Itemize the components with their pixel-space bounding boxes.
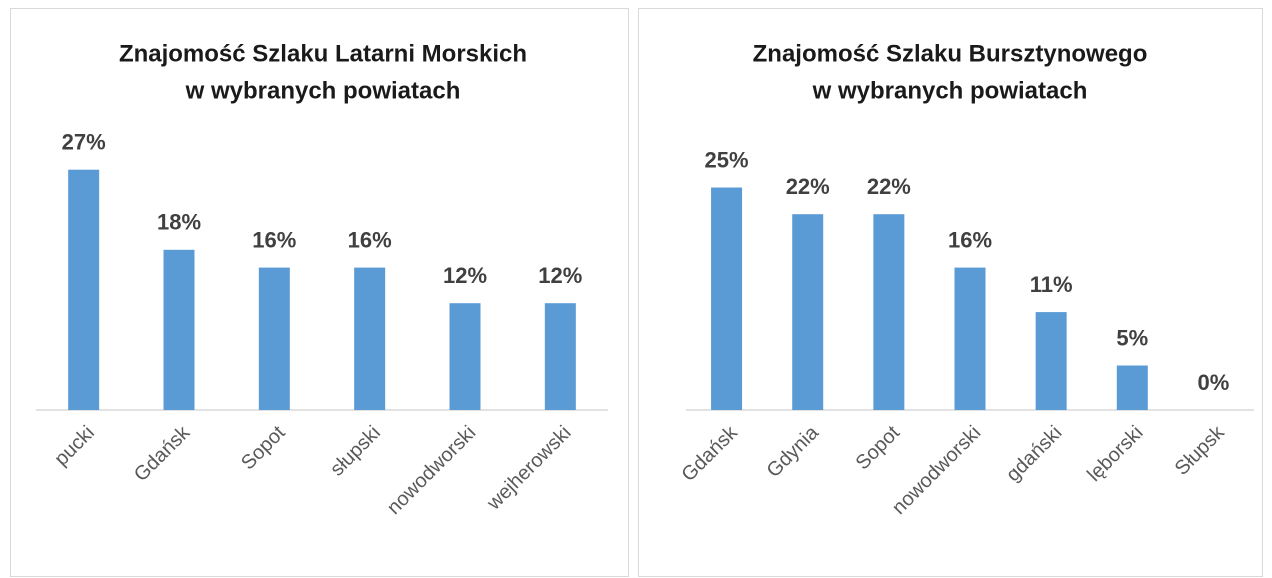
bar [1116, 365, 1148, 410]
bar [68, 169, 100, 410]
bar [792, 214, 824, 410]
bar [873, 214, 905, 410]
data-label: 22% [867, 174, 911, 199]
bar [449, 303, 481, 410]
bar [1035, 312, 1067, 410]
data-label: 16% [252, 227, 296, 252]
bar [544, 303, 576, 410]
bar [354, 267, 386, 410]
data-label: 12% [538, 263, 582, 288]
data-label: 11% [1030, 272, 1073, 297]
chart-title: w wybranych powiatach [185, 77, 461, 104]
data-label: 16% [948, 227, 992, 252]
data-label: 0% [1198, 370, 1230, 395]
chart-title: w wybranych powiatach [812, 77, 1088, 104]
chart-title: Znajomość Szlaku Latarni Morskich [119, 40, 527, 67]
data-label: 25% [705, 147, 749, 172]
bar [954, 267, 986, 410]
data-label: 27% [62, 130, 106, 155]
bar [711, 187, 743, 410]
data-label: 12% [443, 263, 487, 288]
data-label: 5% [1116, 325, 1148, 350]
data-label: 18% [157, 210, 201, 235]
data-label: 16% [348, 227, 392, 252]
data-label: 22% [786, 174, 830, 199]
chart-title: Znajomość Szlaku Bursztynowego [753, 40, 1148, 67]
bar [163, 249, 195, 410]
bar [258, 267, 290, 410]
chart-panel [10, 8, 629, 577]
chart-panel [638, 8, 1263, 577]
